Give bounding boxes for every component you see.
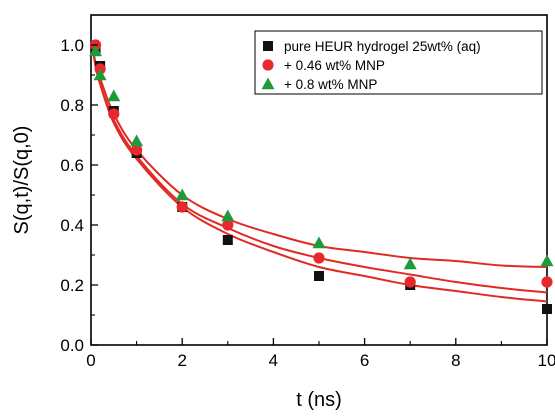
data-point-square	[314, 271, 324, 281]
x-tick-label: 4	[269, 351, 278, 370]
fit-curve	[91, 44, 548, 268]
legend-box	[254, 30, 543, 95]
data-point-triangle	[403, 257, 417, 270]
legend: pure HEUR hydrogel 25wt% (aq) + 0.46 wt% …	[254, 30, 543, 95]
legend-marker-square	[263, 41, 273, 51]
y-tick-label: 0.2	[60, 276, 84, 295]
legend-label: + 0.46 wt% MNP	[284, 58, 385, 73]
data-point-triangle	[221, 209, 235, 222]
data-point-triangle	[540, 254, 554, 267]
data-markers	[89, 39, 554, 314]
y-axis-title: S(q,t)/S(q,0)	[11, 126, 33, 235]
data-point-triangle	[312, 236, 326, 249]
data-point-circle	[108, 108, 120, 120]
data-point-triangle	[175, 188, 189, 201]
data-point-circle	[131, 144, 143, 156]
axes: 0 2 4 6 8 10 0.0 0.2 0.4 0.6 0.8 1.0	[60, 14, 555, 370]
x-tick-label: 8	[451, 351, 460, 370]
y-tick-label: 0.0	[60, 336, 84, 355]
data-point-circle	[176, 201, 188, 213]
fit-curves	[91, 44, 548, 303]
legend-marker-circle	[262, 59, 274, 71]
data-point-square	[222, 235, 233, 245]
data-point-square	[542, 304, 552, 314]
y-tick-label: 0.4	[60, 216, 84, 235]
legend-label: pure HEUR hydrogel 25wt% (aq)	[284, 39, 481, 54]
data-point-circle	[541, 276, 553, 288]
y-tick-label: 0.6	[60, 156, 84, 175]
data-point-circle	[404, 276, 416, 288]
data-point-triangle	[130, 134, 144, 147]
x-axis-title: t (ns)	[296, 389, 342, 411]
y-tick-label: 1.0	[60, 36, 84, 55]
fit-curve	[91, 44, 548, 303]
legend-marker-triangle	[261, 77, 275, 90]
data-point-circle	[313, 252, 325, 264]
data-point-circle	[222, 219, 234, 231]
data-point-triangle	[107, 89, 121, 102]
legend-label: + 0.8 wt% MNP	[284, 77, 377, 92]
x-tick-label: 10	[538, 351, 555, 370]
y-tick-label: 0.8	[60, 96, 84, 115]
data-point-triangle	[89, 44, 103, 57]
x-tick-label: 0	[86, 351, 95, 370]
x-tick-label: 2	[177, 351, 186, 370]
data-point-triangle	[93, 68, 107, 81]
legend-items: pure HEUR hydrogel 25wt% (aq) + 0.46 wt% …	[261, 39, 481, 92]
x-tick-label: 6	[360, 351, 369, 370]
